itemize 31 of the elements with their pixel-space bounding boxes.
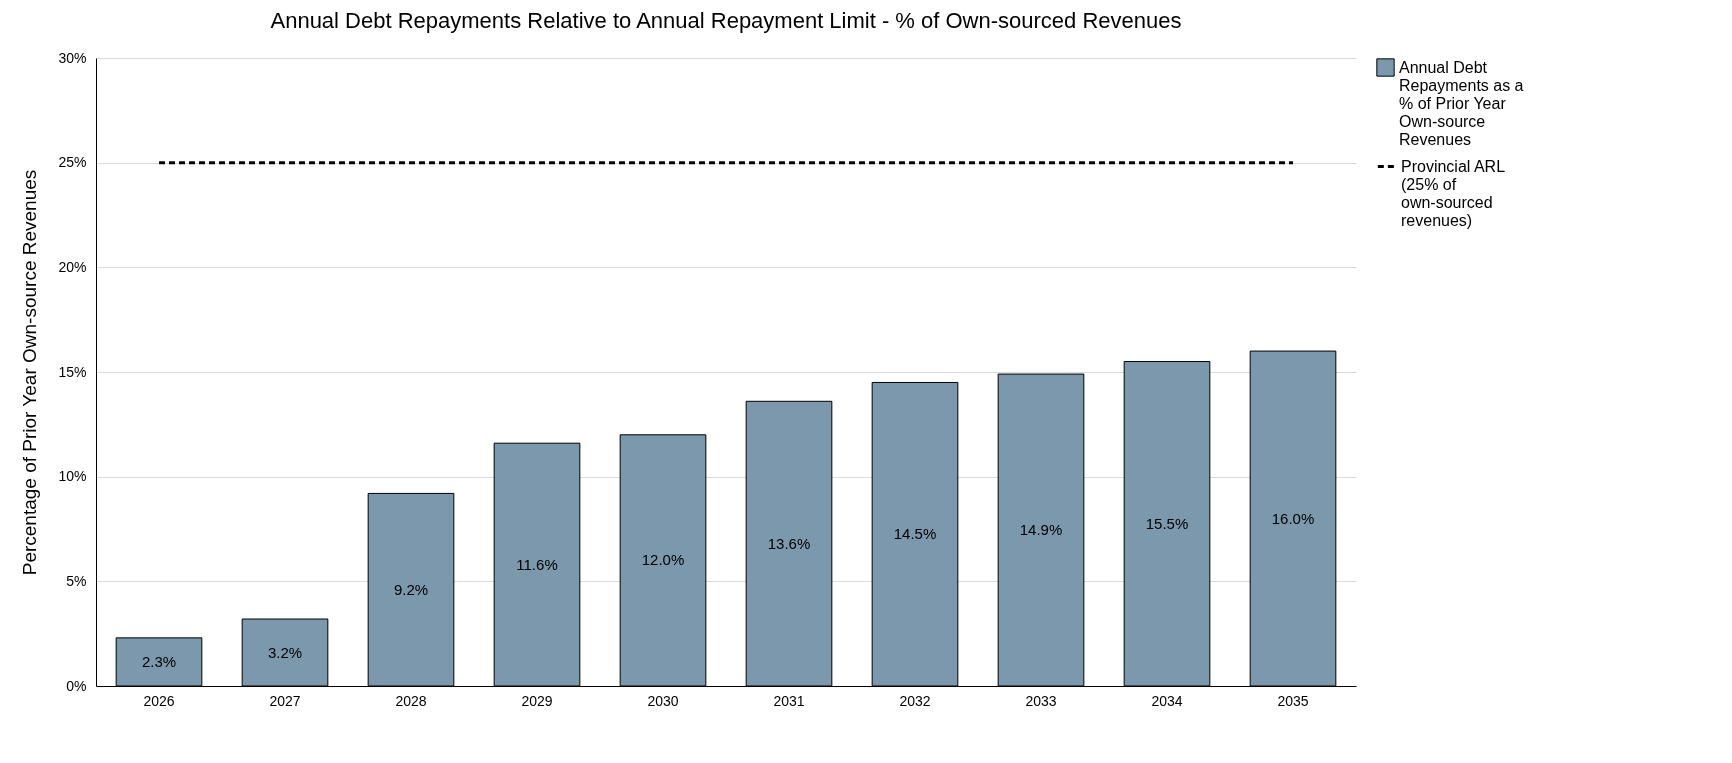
legend-label: Provincial ARL (25% of own-sourced revenues) bbox=[1401, 157, 1506, 229]
y-axis-title: Percentage of Prior Year Own-source Revenues bbox=[19, 169, 41, 576]
x-tick-label: 2026 bbox=[143, 692, 175, 709]
data-label: 15.5% bbox=[1145, 514, 1189, 532]
chart-title: Annual Debt Repayments Relative to Annual Repayment Limit - % of Own-sourced Revenues bbox=[270, 8, 1182, 33]
data-label: 12.0% bbox=[641, 551, 685, 569]
y-tick-label: 0% bbox=[66, 677, 87, 694]
data-label: 11.6% bbox=[516, 555, 558, 573]
legend-label: Annual Debt Repayments as a % of Prior Year Own-source Revenues bbox=[1399, 58, 1524, 148]
x-tick-label: 2034 bbox=[1151, 692, 1183, 709]
data-label: 3.2% bbox=[267, 643, 303, 661]
x-tick-label: 2032 bbox=[899, 692, 931, 709]
data-label: 9.2% bbox=[393, 580, 429, 598]
x-tick-label: 2031 bbox=[773, 692, 805, 709]
y-tick-label: 5% bbox=[66, 572, 87, 589]
x-tick-label: 2029 bbox=[521, 692, 553, 709]
y-tick-label: 20% bbox=[58, 258, 87, 275]
y-tick-label: 15% bbox=[58, 363, 87, 380]
x-tick-label: 2028 bbox=[395, 692, 427, 709]
x-tick-label: 2030 bbox=[647, 692, 679, 709]
x-tick-label: 2027 bbox=[269, 692, 301, 709]
y-tick-label: 10% bbox=[58, 468, 87, 485]
data-label: 14.5% bbox=[893, 525, 937, 543]
data-label: 13.6% bbox=[767, 534, 811, 552]
data-label: 2.3% bbox=[141, 652, 177, 670]
data-label: 16.0% bbox=[1271, 509, 1315, 527]
data-label: 14.9% bbox=[1019, 521, 1063, 539]
y-tick-label: 25% bbox=[58, 154, 87, 171]
y-tick-label: 30% bbox=[58, 49, 87, 66]
x-tick-label: 2033 bbox=[1025, 692, 1057, 709]
x-tick-label: 2035 bbox=[1277, 692, 1309, 709]
